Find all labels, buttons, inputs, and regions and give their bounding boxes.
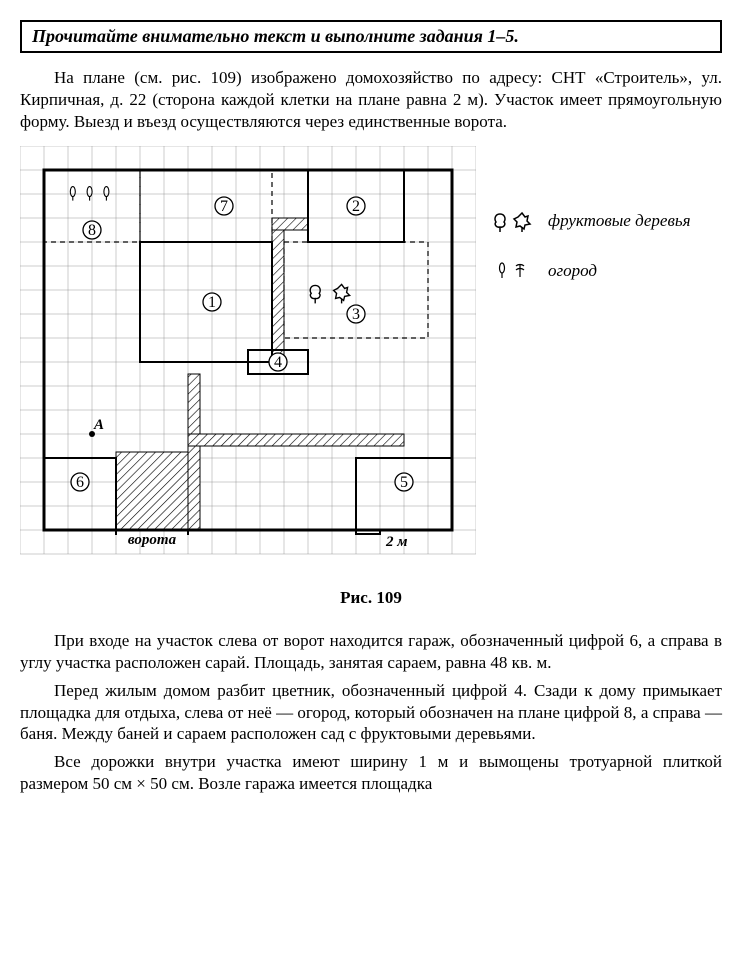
garden-icon bbox=[490, 260, 538, 282]
svg-text:4: 4 bbox=[274, 354, 282, 371]
legend-garden: огород bbox=[490, 260, 691, 282]
figure-caption: Рис. 109 bbox=[20, 588, 722, 608]
svg-text:ворота: ворота bbox=[128, 532, 177, 548]
plot-svg: 1 2 3 4 5 6 7 8 Aворота 2 м bbox=[20, 146, 476, 578]
body-para-3: Все дорожки внутри участка имеют ширину … bbox=[20, 751, 722, 795]
svg-text:1: 1 bbox=[208, 294, 216, 311]
svg-text:7: 7 bbox=[220, 198, 228, 215]
svg-text:2 м: 2 м bbox=[385, 534, 408, 550]
svg-text:2: 2 bbox=[352, 198, 360, 215]
body-para-1: При входе на участок слева от ворот нахо… bbox=[20, 630, 722, 674]
svg-text:3: 3 bbox=[352, 306, 360, 323]
legend: фруктовые деревья огород bbox=[490, 206, 691, 306]
svg-text:8: 8 bbox=[88, 222, 96, 239]
legend-trees: фруктовые деревья bbox=[490, 206, 691, 236]
svg-text:6: 6 bbox=[76, 474, 84, 491]
svg-text:A: A bbox=[93, 417, 104, 433]
diagram-with-legend: 1 2 3 4 5 6 7 8 Aворота 2 м фруктовые деревья bbox=[20, 146, 722, 578]
intro-paragraph: На плане (см. рис. 109) изображено домох… bbox=[20, 67, 722, 132]
tree-icon bbox=[490, 206, 538, 236]
instruction-text: Прочитайте внимательно текст и выполните… bbox=[32, 26, 519, 46]
instruction-box: Прочитайте внимательно текст и выполните… bbox=[20, 20, 722, 53]
plot-diagram: 1 2 3 4 5 6 7 8 Aворота 2 м bbox=[20, 146, 476, 578]
body-para-2: Перед жилым домом разбит цветник, обозна… bbox=[20, 680, 722, 745]
svg-text:5: 5 bbox=[400, 474, 408, 491]
legend-trees-label: фруктовые деревья bbox=[548, 212, 691, 231]
legend-garden-label: огород bbox=[548, 262, 597, 281]
